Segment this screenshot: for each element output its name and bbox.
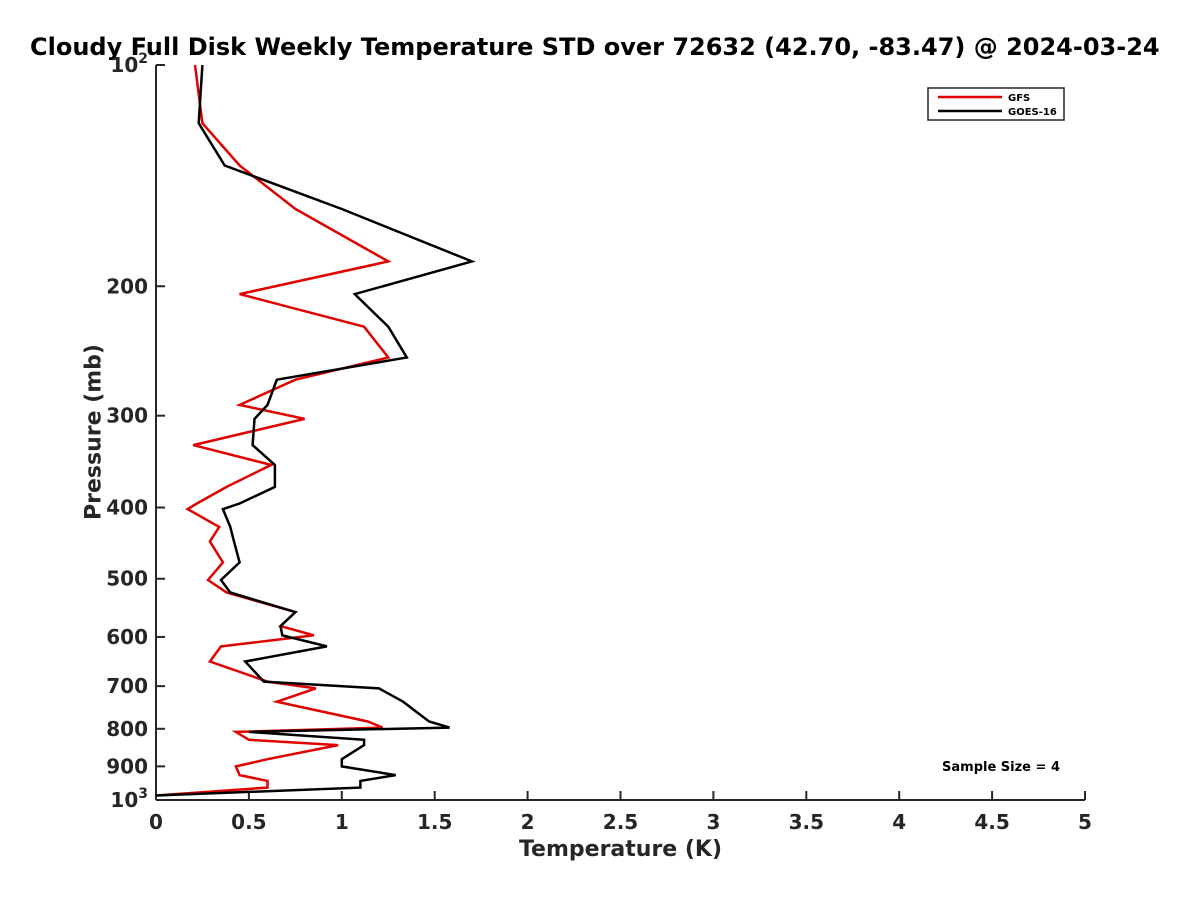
- y-tick-label: 400: [106, 496, 148, 520]
- series-line-goes-16: [155, 64, 476, 797]
- x-tick-label: 0.5: [231, 810, 266, 834]
- plot-frame: [155, 65, 1085, 801]
- x-axis-label: Temperature (K): [519, 837, 722, 862]
- y-tick-label: 102: [110, 51, 148, 77]
- x-tick-label: 4.5: [974, 810, 1009, 834]
- x-tick-label: 4: [892, 810, 906, 834]
- x-tick-label: 3: [706, 810, 720, 834]
- legend-box: [927, 87, 1065, 121]
- y-tick-label: 300: [106, 404, 148, 428]
- y-tick-label: 600: [106, 625, 148, 649]
- legend: GFS GOES-16: [927, 87, 1065, 121]
- x-tick-label: 2.5: [603, 810, 638, 834]
- y-tick-label: 500: [106, 567, 148, 591]
- x-tick-label: 1: [335, 810, 349, 834]
- series-line-gfs: [155, 64, 392, 797]
- x-tick-label: 5: [1078, 810, 1092, 834]
- chart-title: Cloudy Full Disk Weekly Temperature STD …: [30, 33, 1160, 61]
- y-tick-label: 200: [106, 274, 148, 298]
- series-layer: [155, 64, 476, 797]
- y-tick-label: 103: [110, 786, 148, 812]
- y-tick-label: 900: [106, 754, 148, 778]
- legend-label-goes-16: GOES-16: [1008, 107, 1057, 118]
- x-tick-label: 0: [149, 810, 163, 834]
- x-tick-label: 2: [521, 810, 535, 834]
- y-ticks: 102 200 300 400 500 600 700 800 900 103: [106, 51, 165, 812]
- y-tick-label: 700: [106, 674, 148, 698]
- x-tick-label: 1.5: [417, 810, 452, 834]
- legend-items: GFS GOES-16: [938, 93, 1057, 118]
- x-ticks: 0 0.5 1 1.5 2 2.5 3 3.5 4 4.5 5: [149, 791, 1092, 834]
- x-tick-label: 3.5: [789, 810, 824, 834]
- y-axis-label: Pressure (mb): [82, 344, 107, 520]
- sample-size-note: Sample Size = 4: [942, 760, 1060, 775]
- y-tick-label: 800: [106, 717, 148, 741]
- legend-label-gfs: GFS: [1008, 93, 1030, 104]
